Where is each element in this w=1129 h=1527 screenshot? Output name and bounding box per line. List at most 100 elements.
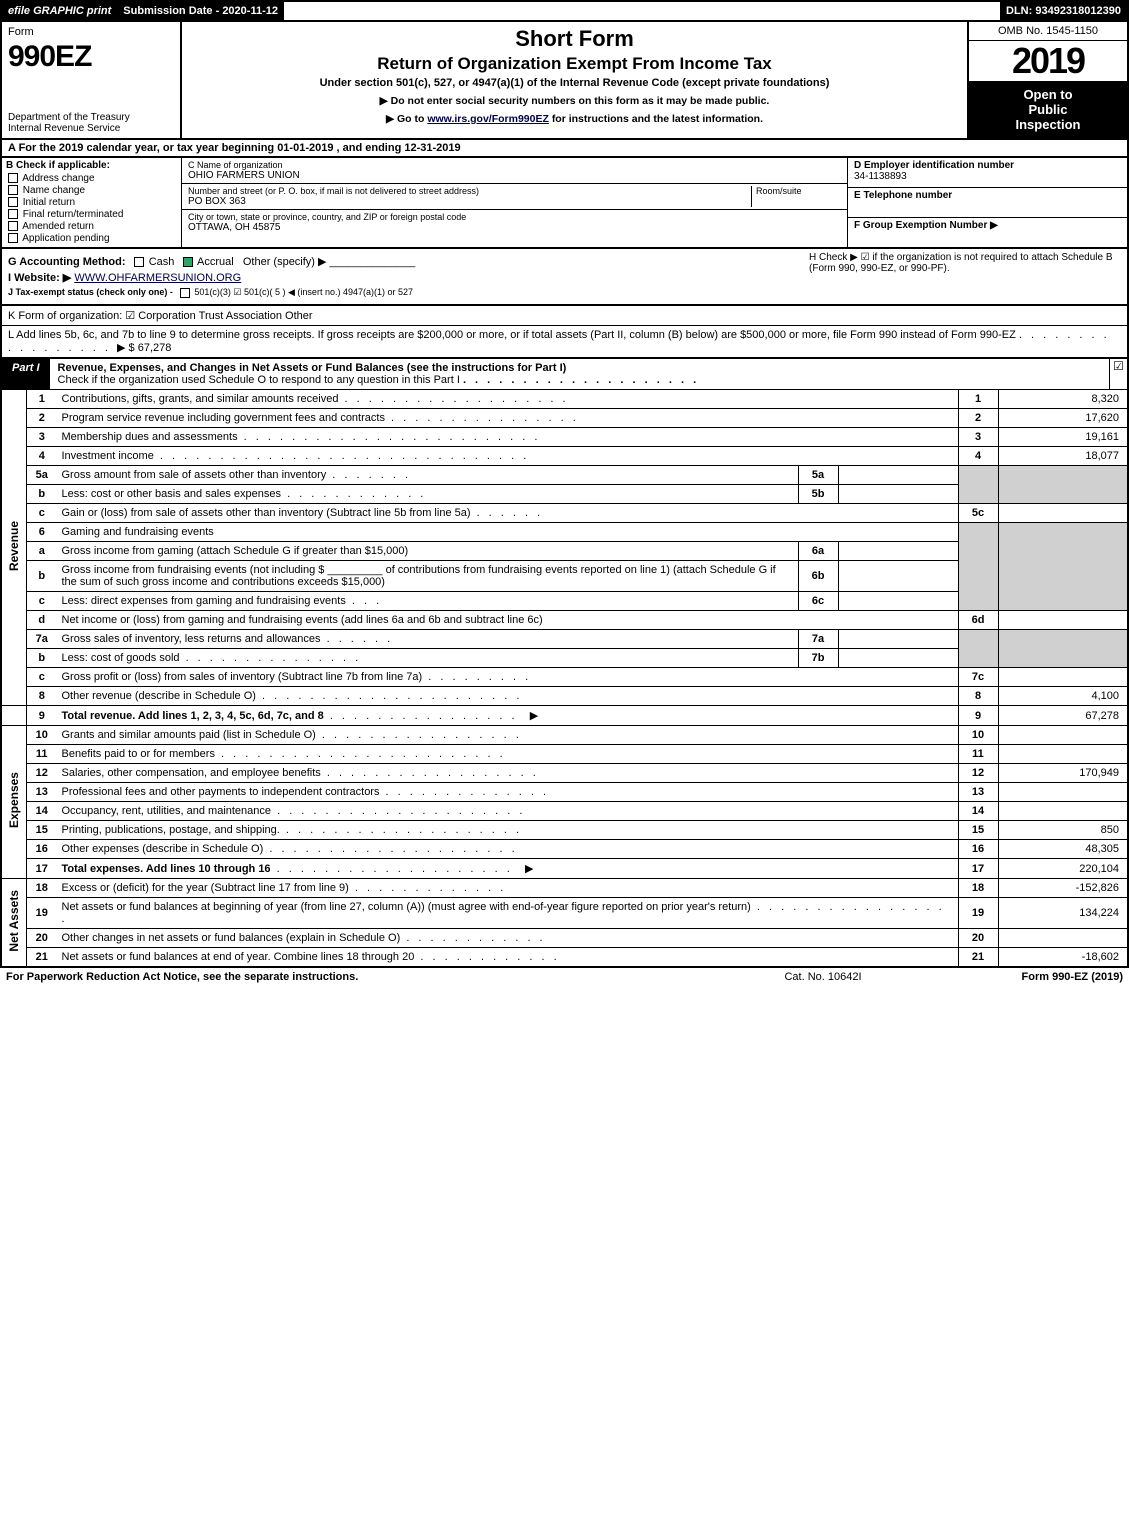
g-other[interactable]: Other (specify) ▶	[243, 256, 327, 268]
h-check: H Check ▶ ☑ if the organization is not r…	[801, 252, 1121, 301]
part1-sub: Check if the organization used Schedule …	[58, 374, 460, 386]
row-1-amt: 8,320	[998, 390, 1128, 409]
row-17-rn: 17	[958, 859, 998, 879]
row-2-num: 2	[27, 409, 57, 428]
d-value: 34-1138893	[854, 171, 1121, 182]
j-label: J Tax-exempt status (check only one) -	[8, 287, 173, 297]
row-5c-amt	[998, 504, 1128, 523]
chk-amended[interactable]: Amended return	[6, 221, 177, 232]
row-13-amt	[998, 783, 1128, 802]
form-word: Form	[8, 26, 174, 38]
row-13-rn: 13	[958, 783, 998, 802]
side-rev-end	[1, 706, 27, 726]
arrow-icon: ▶	[525, 863, 533, 875]
row-6-num: 6	[27, 523, 57, 542]
row-5a-num: 5a	[27, 466, 57, 485]
part1-check[interactable]: ☑	[1109, 359, 1127, 389]
row-6b-desc: Gross income from fundraising events (no…	[57, 561, 799, 592]
row-7ab-amt-shade	[998, 630, 1128, 668]
row-1-num: 1	[27, 390, 57, 409]
row-2-rn: 2	[958, 409, 998, 428]
row-15-rn: 15	[958, 821, 998, 840]
row-14-num: 14	[27, 802, 57, 821]
submission-date-button[interactable]: Submission Date - 2020-11-12	[117, 2, 284, 20]
chk-initial-return[interactable]: Initial return	[6, 197, 177, 208]
row-18-num: 18	[27, 879, 57, 898]
row-21-rn: 21	[958, 948, 998, 968]
side-net-assets: Net Assets	[1, 879, 27, 968]
header-center: Short Form Return of Organization Exempt…	[182, 22, 967, 138]
row-6d-amt	[998, 611, 1128, 630]
title-section: Under section 501(c), 527, or 4947(a)(1)…	[192, 77, 957, 89]
row-19-num: 19	[27, 898, 57, 929]
footer-cat: Cat. No. 10642I	[723, 971, 923, 983]
top-bar: efile GRAPHIC print Submission Date - 20…	[0, 0, 1129, 22]
row-7b-sv	[838, 649, 958, 668]
row-6b-num: b	[27, 561, 57, 592]
row-7b-num: b	[27, 649, 57, 668]
e-phone: E Telephone number	[848, 188, 1127, 218]
ghij-block: G Accounting Method: Cash Accrual Other …	[0, 249, 1129, 306]
row-5b-sc: 5b	[798, 485, 838, 504]
row-5a-desc: Gross amount from sale of assets other t…	[57, 466, 799, 485]
row-7ab-shade	[958, 630, 998, 668]
row-7a-num: 7a	[27, 630, 57, 649]
addr-value: PO Box 363	[188, 196, 751, 207]
footer-left: For Paperwork Reduction Act Notice, see …	[6, 971, 723, 983]
row-6d-num: d	[27, 611, 57, 630]
g-cash[interactable]: Cash	[149, 256, 175, 268]
d-label: D Employer identification number	[854, 160, 1121, 171]
row-16-desc: Other expenses (describe in Schedule O) …	[57, 840, 959, 859]
chk-final-return[interactable]: Final return/terminated	[6, 209, 177, 220]
website-link[interactable]: WWW.OHFARMERSUNION.ORG	[74, 272, 241, 284]
row-7b-desc: Less: cost of goods sold . . . . . . . .…	[57, 649, 799, 668]
row-20-rn: 20	[958, 929, 998, 948]
k-form-org: K Form of organization: ☑ Corporation Tr…	[0, 306, 1129, 326]
row-8-desc: Other revenue (describe in Schedule O) .…	[57, 687, 959, 706]
row-19-desc: Net assets or fund balances at beginning…	[57, 898, 959, 929]
chk-name-change[interactable]: Name change	[6, 185, 177, 196]
org-name-value: OHIO FARMERS UNION	[188, 170, 841, 181]
row-20-desc: Other changes in net assets or fund bala…	[57, 929, 959, 948]
row-6-shade	[958, 523, 998, 611]
row-8-num: 8	[27, 687, 57, 706]
row-17-num: 17	[27, 859, 57, 879]
row-1-rn: 1	[958, 390, 998, 409]
row-12-rn: 12	[958, 764, 998, 783]
row-5c-num: c	[27, 504, 57, 523]
row-1-desc: Contributions, gifts, grants, and simila…	[57, 390, 959, 409]
g-accrual[interactable]: Accrual	[197, 256, 234, 268]
row-5a-sv	[838, 466, 958, 485]
e-label: E Telephone number	[854, 190, 1121, 201]
row-10-num: 10	[27, 726, 57, 745]
row-9-rn: 9	[958, 706, 998, 726]
j-options[interactable]: 501(c)(3) ☑ 501(c)( 5 ) ◀ (insert no.) 4…	[194, 287, 413, 297]
addr-label: Number and street (or P. O. box, if mail…	[188, 186, 751, 196]
efile-print-button[interactable]: efile GRAPHIC print	[2, 2, 117, 20]
g-label: G Accounting Method:	[8, 256, 126, 268]
row-9-amt: 67,278	[998, 706, 1128, 726]
row-4-rn: 4	[958, 447, 998, 466]
row-4-num: 4	[27, 447, 57, 466]
chk-app-pending[interactable]: Application pending	[6, 233, 177, 244]
row-20-amt	[998, 929, 1128, 948]
row-7a-sv	[838, 630, 958, 649]
chk-address-change[interactable]: Address change	[6, 173, 177, 184]
row-6d-rn: 6d	[958, 611, 998, 630]
title-return: Return of Organization Exempt From Incom…	[192, 54, 957, 74]
l-amount: ▶ $ 67,278	[117, 342, 171, 354]
i-label: I Website: ▶	[8, 272, 71, 284]
side-expenses: Expenses	[1, 726, 27, 879]
irs-link[interactable]: www.irs.gov/Form990EZ	[427, 113, 549, 125]
row-17-desc: Total expenses. Add lines 10 through 16 …	[57, 859, 959, 879]
header-right: OMB No. 1545-1150 2019 Open to Public In…	[967, 22, 1127, 138]
row-10-amt	[998, 726, 1128, 745]
row-16-num: 16	[27, 840, 57, 859]
row-16-rn: 16	[958, 840, 998, 859]
dept-line2: Internal Revenue Service	[8, 123, 120, 134]
l-text: L Add lines 5b, 6c, and 7b to line 9 to …	[8, 329, 1016, 341]
row-7b-sc: 7b	[798, 649, 838, 668]
l-gross-receipts: L Add lines 5b, 6c, and 7b to line 9 to …	[0, 326, 1129, 359]
column-c: C Name of organization OHIO FARMERS UNIO…	[182, 158, 847, 247]
row-12-desc: Salaries, other compensation, and employ…	[57, 764, 959, 783]
